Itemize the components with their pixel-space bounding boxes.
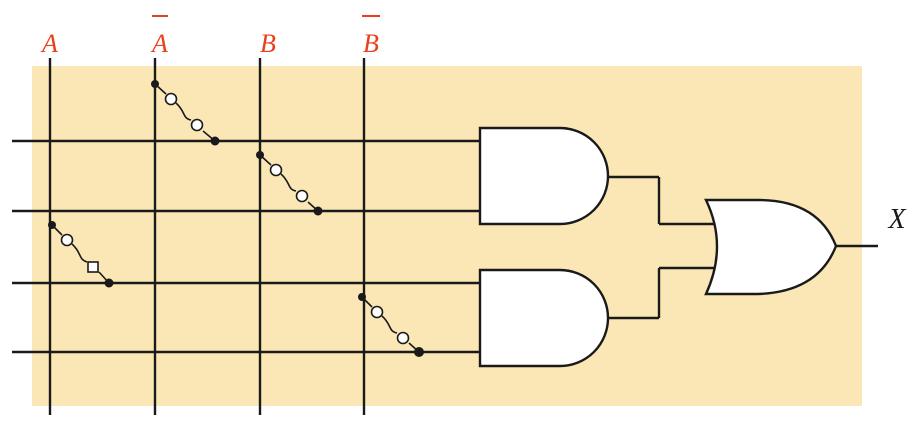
and-gate-1 bbox=[478, 126, 610, 226]
fuse-link-b-row2 bbox=[256, 151, 323, 216]
fuse-link-a-row3 bbox=[48, 221, 114, 288]
input-label-b: B bbox=[260, 29, 276, 58]
input-label-a-not-group: A bbox=[150, 15, 168, 58]
or-gate bbox=[704, 198, 838, 296]
input-label-b-not: B bbox=[363, 29, 379, 58]
fuse-link-b-not-row4 bbox=[358, 293, 424, 357]
fuse-link-a-not-row1 bbox=[151, 80, 220, 146]
output-label-x: X bbox=[887, 204, 906, 235]
input-label-a: A bbox=[40, 29, 58, 58]
input-label-b-not-group: B bbox=[362, 15, 380, 58]
input-label-a-not: A bbox=[150, 29, 168, 58]
and-gate-2 bbox=[478, 268, 610, 368]
